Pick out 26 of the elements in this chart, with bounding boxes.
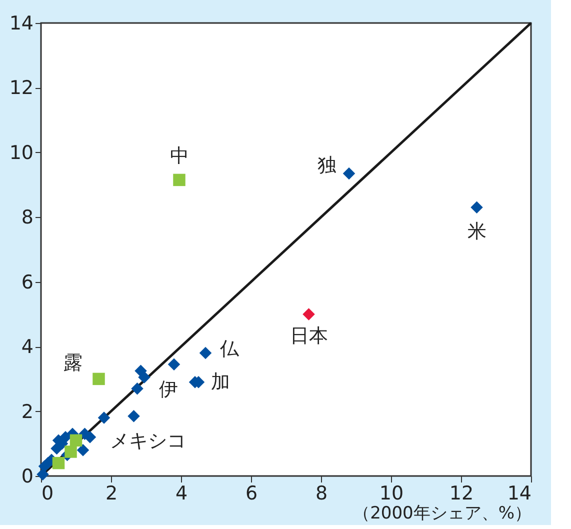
x-tick-label: 4	[175, 482, 188, 504]
y-tick-label: 4	[21, 336, 34, 358]
y-tick-label: 6	[21, 271, 34, 294]
y-tick-label: 10	[9, 142, 34, 164]
y-tick-label: 14	[9, 12, 34, 34]
annotation: 米	[467, 220, 486, 242]
x-tick-label: 6	[245, 482, 258, 504]
annotation: メキシコ	[110, 430, 186, 452]
annotation: 中	[170, 144, 189, 167]
annotation: 加	[211, 371, 230, 394]
annotation: 日本	[290, 325, 328, 348]
x-tick-label: 8	[315, 482, 328, 504]
annotation: 露	[63, 352, 82, 374]
y-tick-label: 12	[9, 77, 34, 100]
annotation: 仏	[219, 338, 240, 360]
y-tick-label: 2	[21, 400, 34, 423]
x-tick-label: 10	[379, 482, 404, 504]
y-tick-label: 0	[21, 466, 34, 488]
annotation: 伊	[158, 378, 178, 400]
y-tick-label: 8	[21, 206, 34, 229]
x-axis-title: （2000年シェア、%）	[353, 504, 532, 524]
annotation: 独	[318, 154, 336, 176]
x-tick-label: 2	[105, 482, 118, 504]
x-tick-label: 14	[507, 482, 532, 504]
x-tick-label: 0	[42, 482, 54, 504]
x-tick-label: 12	[449, 482, 474, 504]
